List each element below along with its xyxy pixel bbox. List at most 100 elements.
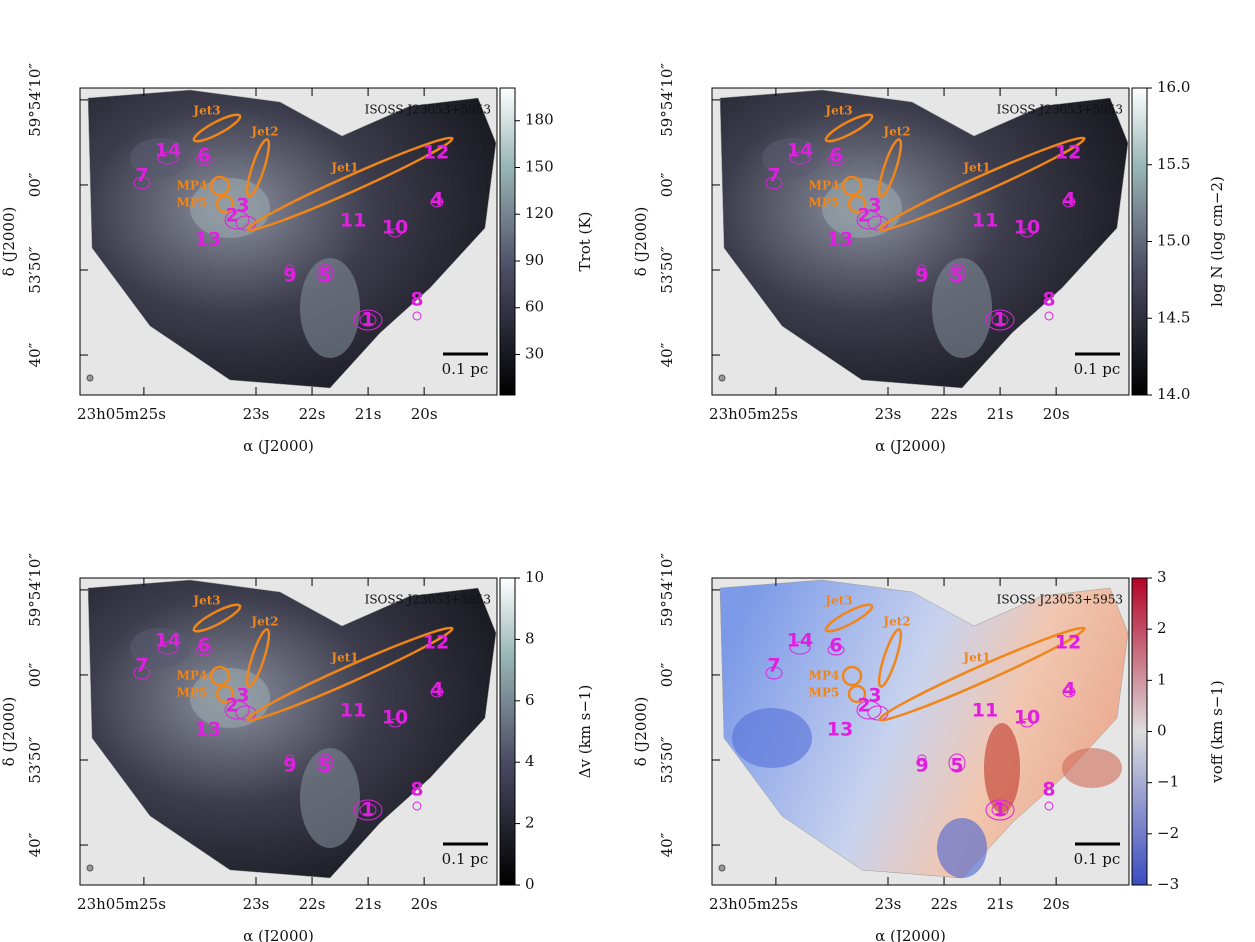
colorbar — [499, 577, 516, 886]
contour — [948, 753, 966, 773]
source-label: 1 — [361, 799, 374, 821]
source-label: 5 — [318, 755, 331, 777]
axes-frame — [711, 87, 1130, 396]
source-label: Jet1 — [330, 161, 358, 175]
y-tick-label: 59°54′10″ — [26, 553, 44, 627]
source-label: 12 — [423, 142, 449, 164]
x-axis-label: α (J2000) — [875, 437, 946, 455]
contour — [359, 313, 377, 327]
jet-outline — [192, 113, 242, 143]
source-label: Jet3 — [192, 104, 220, 118]
colorbar-tick-label: 10 — [525, 568, 544, 586]
x-tick-label: 23s — [875, 895, 902, 913]
x-tick-label: 23h05m25s — [77, 405, 166, 423]
map-feature — [762, 138, 822, 178]
colorbar-tick-label: 150 — [525, 157, 554, 175]
source-label: Jet3 — [824, 594, 852, 608]
beam — [86, 864, 94, 872]
x-tick-label: 20s — [411, 895, 438, 913]
x-tick-label: 23h05m25s — [77, 895, 166, 913]
source-label: 6 — [197, 635, 210, 657]
jet-outline — [192, 603, 242, 633]
contour — [353, 799, 383, 821]
source-label: 2 — [857, 695, 870, 717]
colorbar-tick-label: 0 — [525, 875, 535, 893]
colorbar-tick-label: 16.0 — [1157, 78, 1190, 96]
contour — [827, 154, 845, 166]
map-feature — [190, 178, 270, 238]
y-axis-label: δ (J2000) — [0, 697, 18, 767]
y-tick-label: 53′50″ — [658, 246, 676, 294]
source-label: 5 — [318, 265, 331, 287]
source-label: 3 — [236, 195, 249, 217]
x-axis-label: α (J2000) — [243, 927, 314, 942]
source-label: Jet2 — [882, 615, 910, 629]
source-label: 14 — [787, 630, 813, 652]
source-label: 3 — [868, 195, 881, 217]
panel-title: ISOSS J23053+5953 — [997, 103, 1123, 117]
colorbar-tick-label: 1 — [1157, 670, 1167, 688]
source-label: 7 — [135, 165, 148, 187]
source-label: 8 — [1042, 779, 1055, 801]
contour — [157, 151, 179, 165]
colorbar-tick-label: 14.0 — [1157, 385, 1190, 403]
source-label: 12 — [1055, 142, 1081, 164]
contour — [430, 196, 444, 208]
source-label: 8 — [1042, 289, 1055, 311]
source-label: 10 — [382, 217, 408, 239]
panel-title: ISOSS J23053+5953 — [365, 593, 491, 607]
jet-outline — [246, 136, 454, 232]
source-label: 11 — [340, 700, 366, 722]
x-tick-label: 21s — [987, 895, 1014, 913]
contour — [316, 753, 334, 773]
beam — [718, 864, 726, 872]
source-label: MP4 — [809, 669, 840, 683]
colorbar-tick-label: 0 — [1157, 722, 1167, 740]
source-label: 7 — [767, 655, 780, 677]
map-feature — [300, 258, 360, 358]
colorbar — [1131, 87, 1148, 396]
source-label: Jet3 — [192, 594, 220, 608]
colorbar — [1131, 577, 1148, 886]
colorbar-tick-label: 15.5 — [1157, 155, 1190, 173]
source-label: 1 — [361, 309, 374, 331]
x-tick-label: 20s — [1043, 895, 1070, 913]
x-tick-label: 23h05m25s — [709, 405, 798, 423]
contour — [985, 799, 1015, 821]
colorbar — [499, 87, 516, 396]
source-label: MP4 — [809, 179, 840, 193]
contour — [1062, 686, 1076, 698]
source-label: 6 — [829, 635, 842, 657]
mp-outline — [847, 194, 867, 214]
colorbar-tick-label: 90 — [525, 251, 544, 269]
contour — [991, 803, 1009, 817]
source-label: Jet3 — [824, 104, 852, 118]
axes-frame — [79, 577, 498, 886]
contour — [1044, 801, 1054, 811]
contour — [985, 309, 1015, 331]
contour — [430, 686, 444, 698]
x-tick-label: 23s — [243, 405, 270, 423]
x-tick-label: 22s — [931, 895, 958, 913]
map-feature — [984, 723, 1020, 813]
colorbar-tick-label: 180 — [525, 111, 554, 129]
contour — [133, 176, 151, 190]
source-label: 13 — [827, 719, 853, 741]
jet-outline — [245, 628, 271, 688]
source-label: 10 — [382, 707, 408, 729]
source-label: 4 — [1062, 189, 1075, 211]
colorbar-tick-label: −1 — [1157, 773, 1179, 791]
map-image — [87, 579, 497, 879]
contour — [157, 641, 179, 655]
colorbar-tick-label: 30 — [525, 344, 544, 362]
contour — [359, 803, 377, 817]
contour — [224, 210, 250, 230]
source-label: 13 — [827, 229, 853, 251]
source-label: Jet2 — [250, 125, 278, 139]
contour — [948, 263, 966, 283]
y-axis-label: δ (J2000) — [0, 207, 18, 277]
source-label: 8 — [410, 289, 423, 311]
